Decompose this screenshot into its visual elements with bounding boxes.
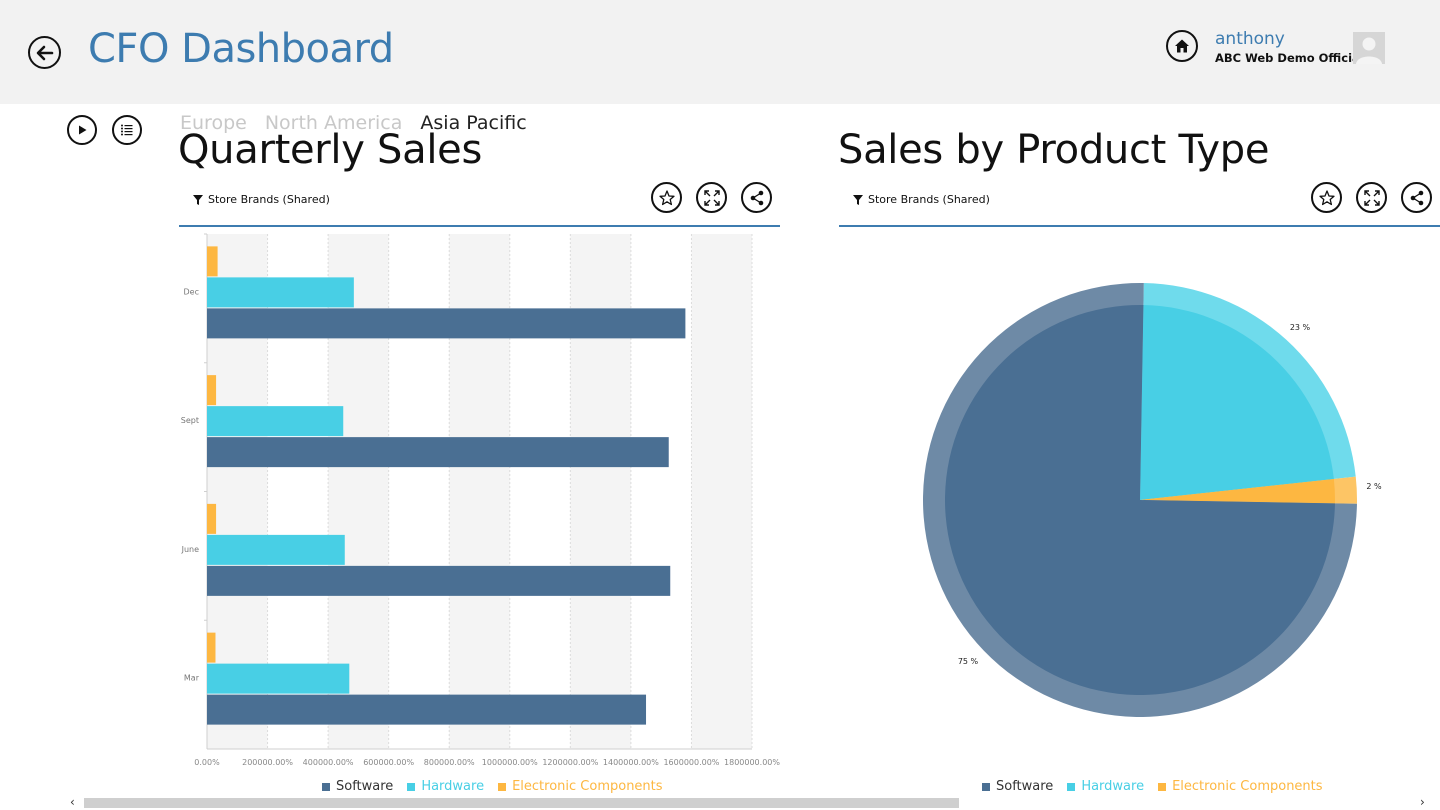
bar-electronic-components xyxy=(207,375,217,406)
pie-label: 75 % xyxy=(958,657,979,666)
legend-item-hardware[interactable]: Hardware xyxy=(1067,779,1144,794)
play-button[interactable] xyxy=(67,115,97,145)
user-name[interactable]: anthony xyxy=(1215,29,1285,49)
pie-slice-hardware xyxy=(1140,305,1334,500)
bar-hardware xyxy=(207,406,344,437)
product-sales-title: Sales by Product Type xyxy=(838,127,1270,173)
pie-label: 2 % xyxy=(1366,482,1382,491)
legend-item-electronic-components[interactable]: Electronic Components xyxy=(1158,779,1323,794)
product-divider xyxy=(839,225,1440,227)
x-tick-label: 1600000.00% xyxy=(663,758,719,767)
legend-label: Hardware xyxy=(1081,779,1145,794)
quarterly-share-button[interactable] xyxy=(741,182,772,213)
quarterly-expand-button[interactable] xyxy=(696,182,727,213)
sales-by-product-pie: 23 % 2 % 75 % xyxy=(923,283,1382,717)
x-tick-label: 1400000.00% xyxy=(603,758,659,767)
quarterly-legend: Software Hardware Electronic Components xyxy=(322,779,663,794)
bar-hardware xyxy=(207,534,345,565)
legend-swatch xyxy=(1158,782,1167,791)
x-tick-label: 600000.00% xyxy=(363,758,414,767)
legend-item-electronic-components[interactable]: Electronic Components xyxy=(498,779,663,794)
x-tick-label: 400000.00% xyxy=(303,758,354,767)
category-label: Sept xyxy=(181,416,199,425)
scroll-right-icon[interactable]: › xyxy=(1420,795,1425,809)
expand-icon xyxy=(1363,189,1380,206)
legend-swatch xyxy=(322,782,330,791)
legend-label: Software xyxy=(336,779,394,794)
x-tick-label: 1800000.00% xyxy=(724,758,780,767)
product-share-button[interactable] xyxy=(1401,182,1432,213)
app-header xyxy=(0,0,1440,104)
legend-label: Software xyxy=(996,779,1054,794)
bar-hardware xyxy=(207,277,354,308)
x-tick-label: 1200000.00% xyxy=(542,758,598,767)
back-button[interactable] xyxy=(28,36,61,69)
bar-software xyxy=(207,308,686,339)
share-icon xyxy=(750,190,763,205)
legend-item-software[interactable]: Software xyxy=(322,779,393,794)
filter-icon xyxy=(853,194,863,205)
x-tick-label: 1000000.00% xyxy=(482,758,538,767)
product-legend: Software Hardware Electronic Components xyxy=(982,779,1323,794)
bar-hardware xyxy=(207,663,350,694)
scrollbar-thumb[interactable] xyxy=(84,798,959,808)
tab-asia-pacific[interactable]: Asia Pacific xyxy=(420,112,527,134)
x-tick-label: 0.00% xyxy=(194,758,220,767)
pie-slice-software xyxy=(945,305,1335,695)
legend-label: Hardware xyxy=(421,779,485,794)
avatar[interactable] xyxy=(1353,32,1385,64)
bar-software xyxy=(207,694,647,725)
play-icon xyxy=(79,125,87,135)
expand-icon xyxy=(703,189,720,206)
category-label: June xyxy=(181,545,200,554)
legend-label: Electronic Components xyxy=(1172,779,1323,794)
tab-north-america[interactable]: North America xyxy=(264,112,403,134)
legend-swatch xyxy=(1067,782,1076,791)
product-filter[interactable]: Store Brands (Shared) xyxy=(853,193,990,206)
home-button[interactable] xyxy=(1166,30,1198,62)
legend-item-software[interactable]: Software xyxy=(982,779,1053,794)
quarterly-filter-label: Store Brands (Shared) xyxy=(208,193,330,206)
star-icon xyxy=(1318,189,1335,205)
filter-icon xyxy=(193,194,203,205)
tab-europe[interactable]: Europe xyxy=(180,112,247,134)
bar-electronic-components xyxy=(207,503,217,534)
app-title: CFO Dashboard xyxy=(88,26,394,72)
arrow-left-icon xyxy=(36,45,53,60)
legend-swatch xyxy=(407,782,416,791)
product-favorite-button[interactable] xyxy=(1311,182,1342,213)
user-organization: ABC Web Demo Official xyxy=(1215,51,1364,65)
x-tick-label: 200000.00% xyxy=(242,758,293,767)
quarterly-divider xyxy=(179,225,780,227)
pie-label: 23 % xyxy=(1290,323,1311,332)
region-tabs: Europe North America Asia Pacific xyxy=(180,112,527,134)
quarterly-filter[interactable]: Store Brands (Shared) xyxy=(193,193,330,206)
category-label: Mar xyxy=(184,674,200,683)
legend-item-hardware[interactable]: Hardware xyxy=(407,779,484,794)
legend-swatch xyxy=(498,782,507,791)
bar-electronic-components xyxy=(207,246,218,277)
star-icon xyxy=(658,189,675,205)
scroll-left-icon[interactable]: ‹ xyxy=(70,795,75,809)
product-filter-label: Store Brands (Shared) xyxy=(868,193,990,206)
quarterly-sales-chart: 0.00% 200000.00% 400000.00% 600000.00% 80000… xyxy=(181,233,780,767)
x-tick-label: 800000.00% xyxy=(424,758,475,767)
grid-band xyxy=(691,234,752,749)
bar-software xyxy=(207,437,669,468)
legend-label: Electronic Components xyxy=(512,779,663,794)
bar-software xyxy=(207,565,671,596)
quarterly-sales-title: Quarterly Sales xyxy=(178,127,482,173)
quarterly-favorite-button[interactable] xyxy=(651,182,682,213)
pie-slice-electronic-components xyxy=(1140,478,1335,504)
list-button[interactable] xyxy=(112,115,142,145)
user-avatar-icon xyxy=(1353,32,1385,64)
home-icon xyxy=(1175,39,1189,53)
category-label: Dec xyxy=(184,287,199,296)
bar-electronic-components xyxy=(207,632,216,663)
product-expand-button[interactable] xyxy=(1356,182,1387,213)
list-icon xyxy=(121,124,133,136)
share-icon xyxy=(1410,190,1423,205)
legend-swatch xyxy=(982,782,990,791)
